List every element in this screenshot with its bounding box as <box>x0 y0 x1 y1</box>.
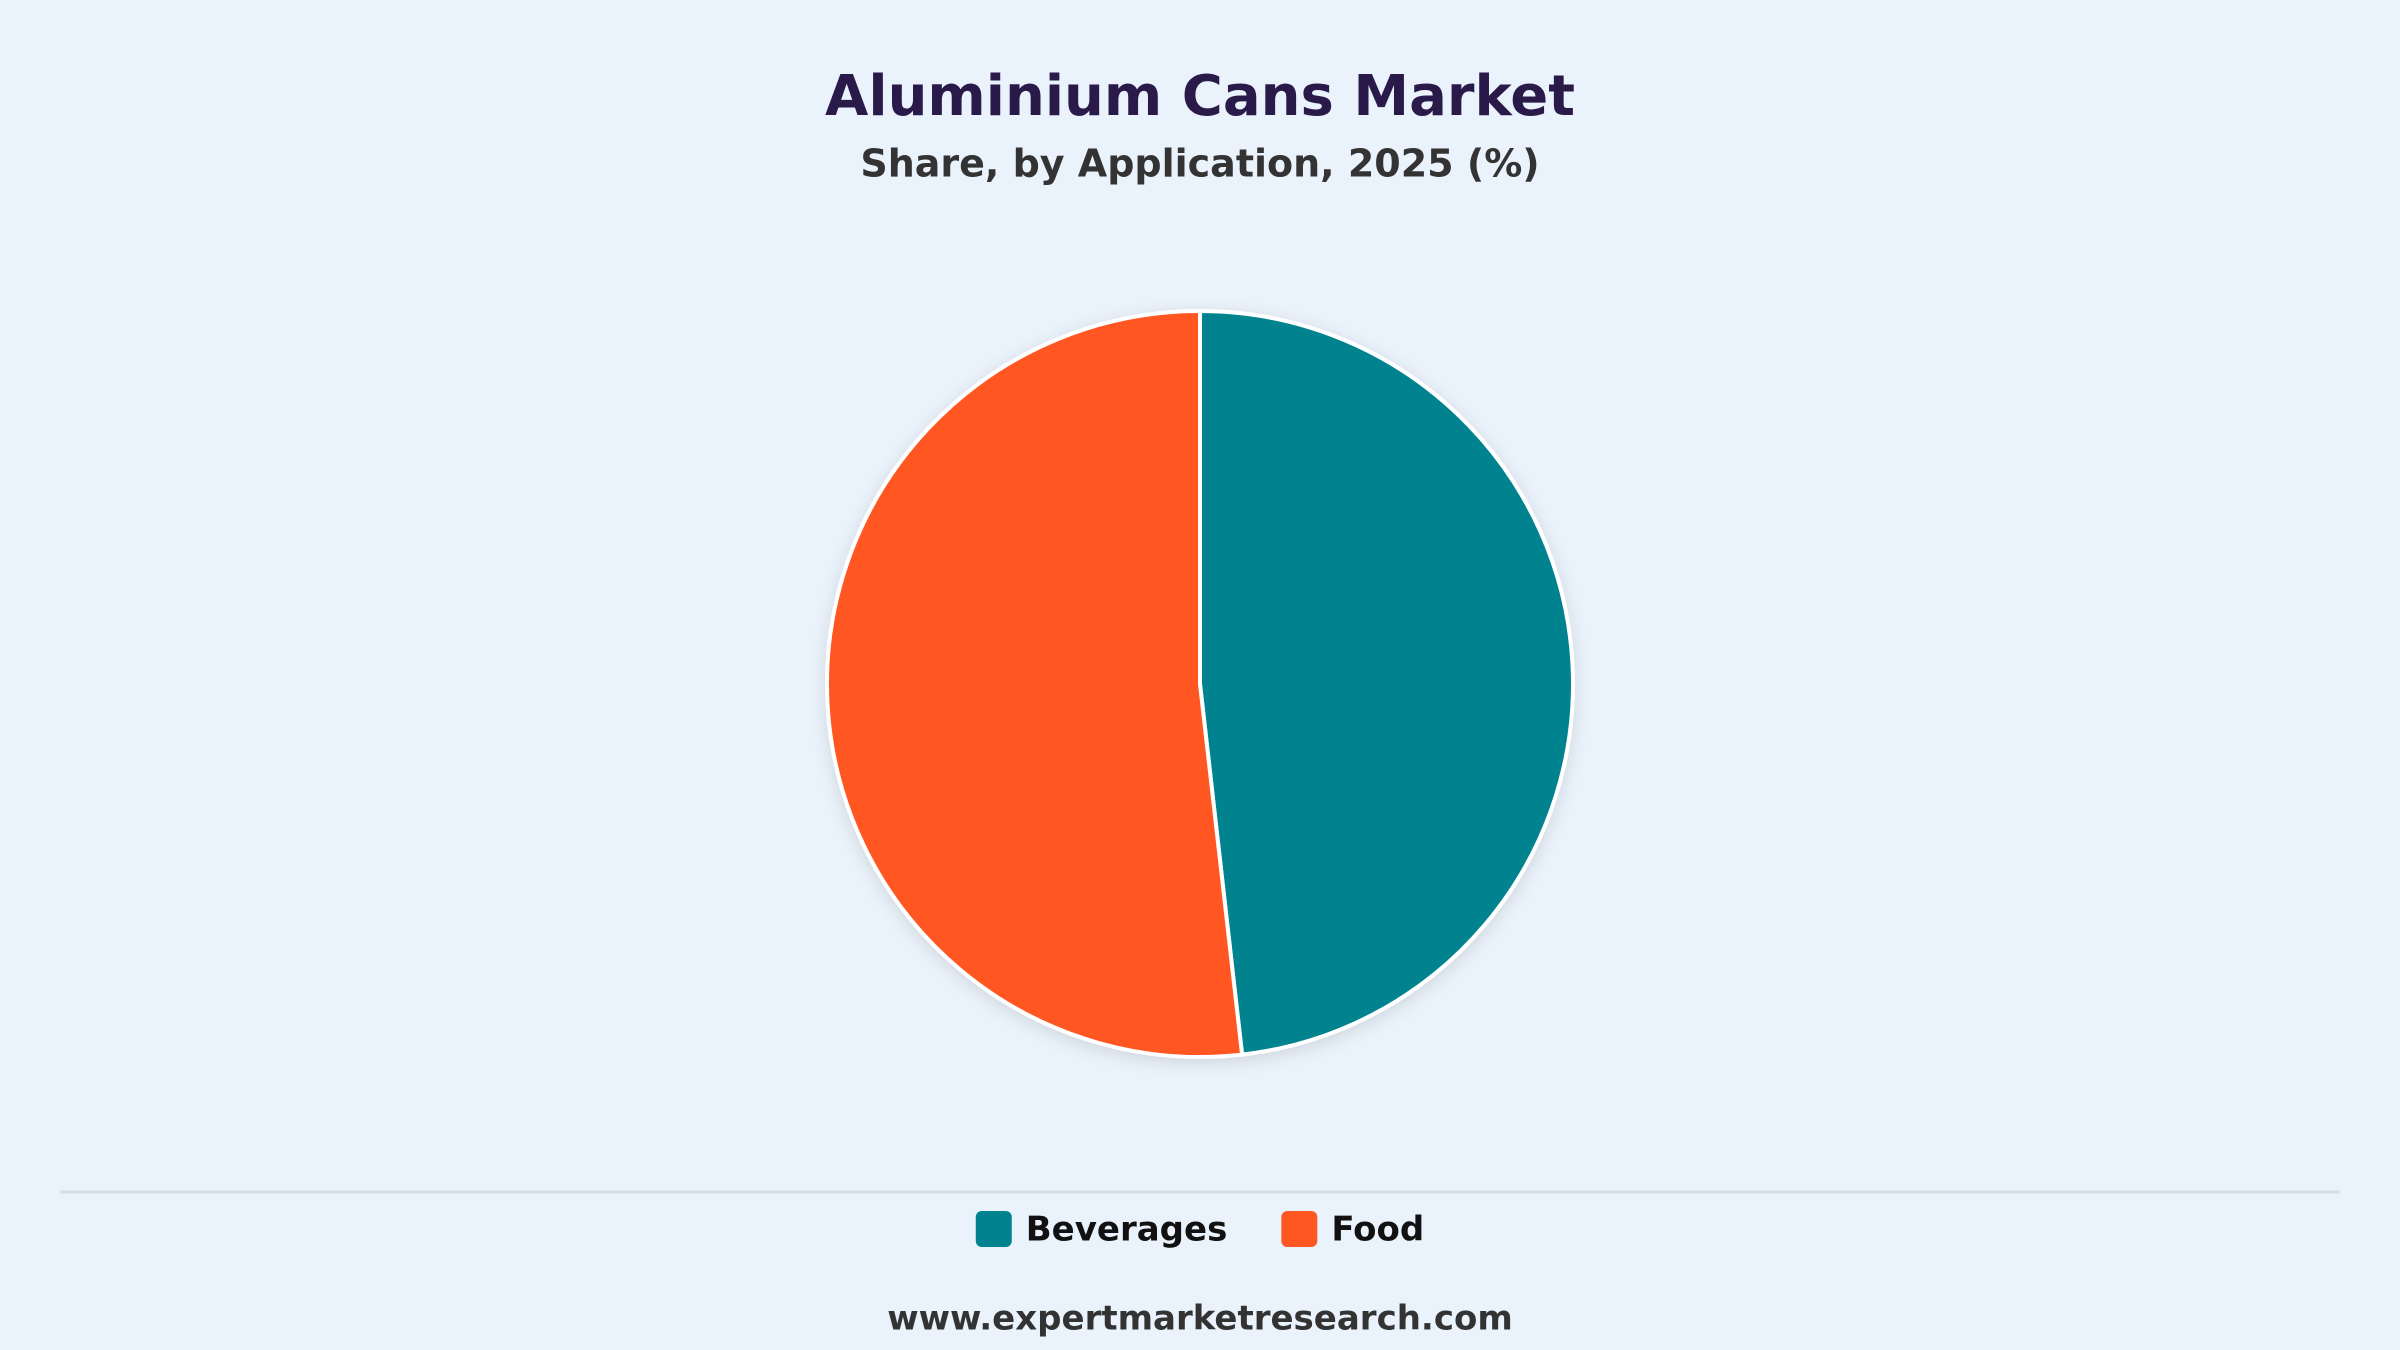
pie <box>825 309 1576 1059</box>
legend-swatch <box>975 1211 1012 1247</box>
legend-label: Food <box>1331 1210 1424 1250</box>
chart-subtitle: Share, by Application, 2025 (%) <box>860 142 1539 186</box>
legend-swatch <box>1281 1211 1318 1247</box>
chart-title: Aluminium Cans Market <box>825 64 1575 129</box>
pie-slice <box>825 309 1245 1059</box>
source: www.expertmarketresearch.com <box>887 1299 1513 1339</box>
legend-label: Beverages <box>1026 1210 1228 1250</box>
legend: Beverages Food <box>975 1210 1424 1250</box>
pie-slice <box>1198 309 1576 1057</box>
